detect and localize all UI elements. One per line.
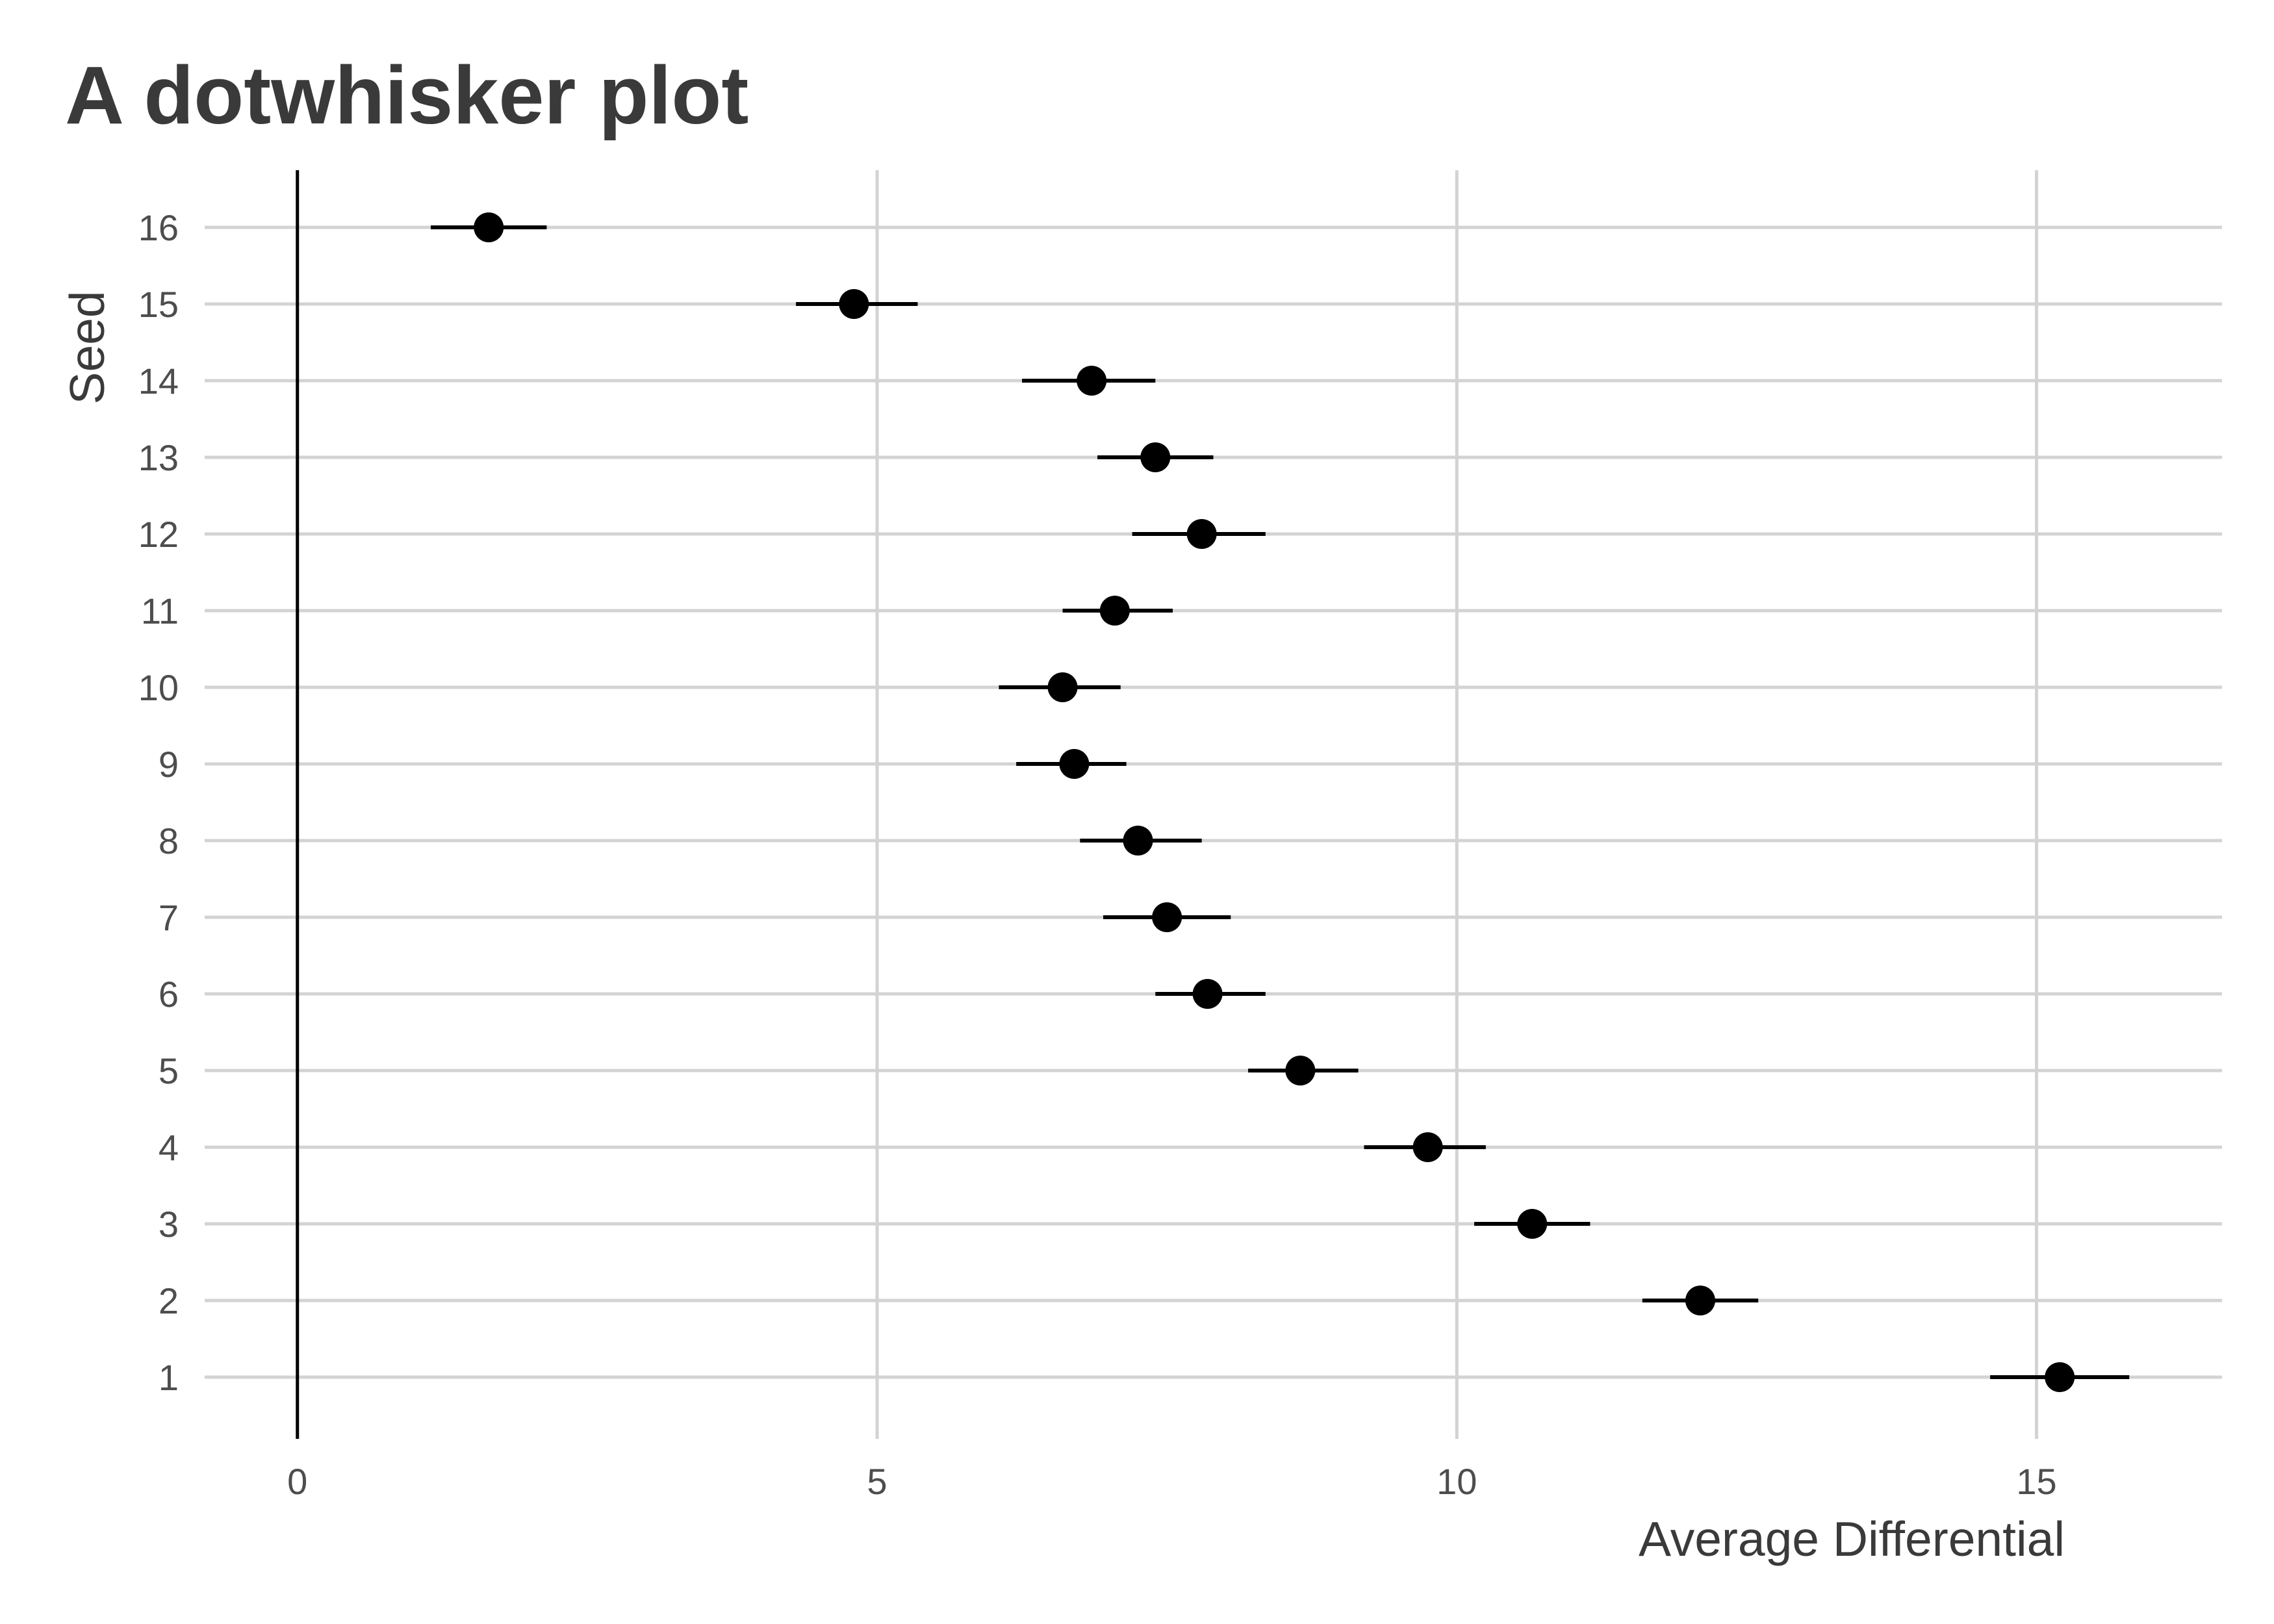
y-tick-label-16: 16	[138, 207, 179, 248]
whiskers	[430, 225, 2130, 1379]
x-tick-label-10: 10	[1437, 1461, 1477, 1502]
y-tick-label-7: 7	[159, 897, 179, 938]
x-gridlines	[875, 170, 2038, 1439]
y-tick-label-5: 5	[159, 1050, 179, 1091]
point-seed-10	[1047, 672, 1078, 702]
x-axis-title: Average Differential	[1639, 1512, 2065, 1566]
x-tick-label-0: 0	[287, 1461, 307, 1502]
y-tick-label-1: 1	[159, 1357, 179, 1398]
y-tick-label-15: 15	[138, 284, 179, 325]
y-tick-label-13: 13	[138, 437, 179, 478]
y-tick-label-3: 3	[159, 1204, 179, 1245]
point-seed-12	[1186, 519, 1217, 549]
y-tick-label-9: 9	[159, 744, 179, 785]
y-tick-label-10: 10	[138, 667, 179, 708]
x-tick-labels: 0 5 10 15	[287, 1461, 2056, 1502]
point-seed-6	[1192, 979, 1223, 1009]
point-seed-14	[1077, 366, 1107, 396]
point-seed-7	[1152, 902, 1182, 932]
y-axis-title: Seed	[60, 290, 114, 404]
y-tick-label-11: 11	[141, 590, 179, 631]
point-seed-4	[1412, 1132, 1443, 1162]
point-seed-2	[1685, 1286, 1715, 1315]
y-tick-label-14: 14	[138, 361, 179, 401]
point-seed-15	[839, 289, 869, 319]
x-tick-label-15: 15	[2016, 1461, 2056, 1502]
y-gridlines	[205, 225, 2222, 1379]
chart-title: A dotwhisker plot	[65, 49, 748, 141]
y-tick-label-4: 4	[159, 1127, 179, 1168]
point-seed-3	[1517, 1209, 1548, 1239]
point-seed-1	[2045, 1362, 2075, 1392]
estimate-points	[474, 212, 2075, 1392]
x-tick-label-5: 5	[867, 1461, 887, 1502]
y-tick-label-2: 2	[159, 1280, 179, 1321]
point-seed-8	[1123, 826, 1153, 856]
point-seed-5	[1285, 1056, 1316, 1085]
point-seed-13	[1140, 442, 1171, 472]
point-seed-11	[1099, 596, 1130, 626]
y-tick-label-8: 8	[159, 820, 179, 861]
point-seed-9	[1059, 749, 1090, 779]
y-tick-label-12: 12	[138, 514, 179, 555]
point-seed-16	[474, 212, 504, 242]
y-tick-label-6: 6	[159, 974, 179, 1015]
